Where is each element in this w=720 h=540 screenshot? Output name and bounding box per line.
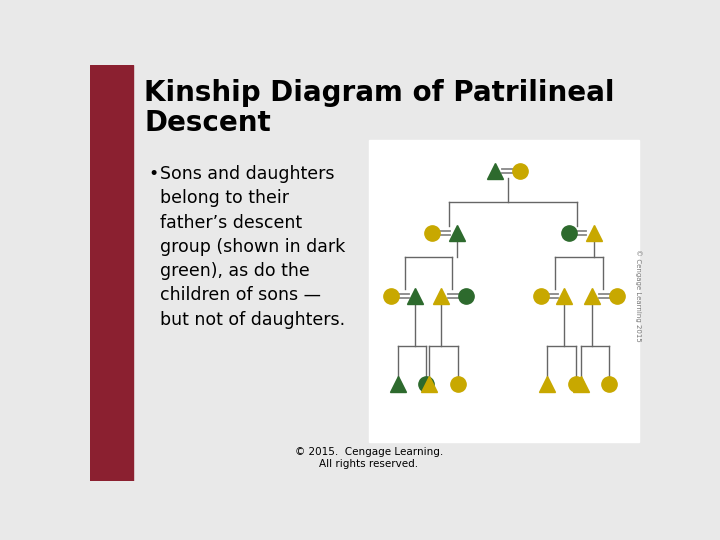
Text: •: •: [148, 165, 158, 183]
Bar: [369, 140, 639, 442]
Text: Sons and daughters
belong to their
father’s descent
group (shown in dark
green),: Sons and daughters belong to their fathe…: [160, 165, 345, 329]
Text: © Cengage Learning 2015: © Cengage Learning 2015: [634, 249, 642, 342]
Text: Descent: Descent: [144, 110, 271, 138]
Text: © 2015.  Cengage Learning.
All rights reserved.: © 2015. Cengage Learning. All rights res…: [295, 448, 443, 469]
Bar: [90, 65, 132, 481]
Text: Kinship Diagram of Patrilineal: Kinship Diagram of Patrilineal: [144, 79, 615, 107]
